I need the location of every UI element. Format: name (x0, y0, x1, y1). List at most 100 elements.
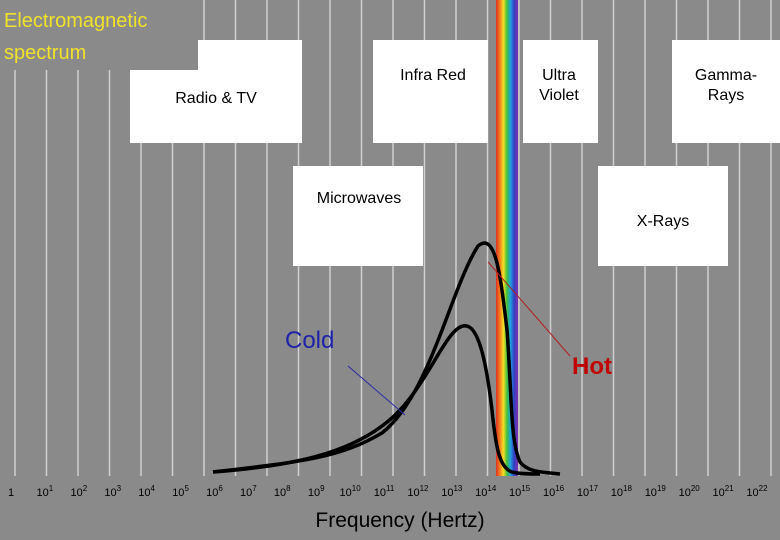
tick-base: 10 (308, 487, 320, 499)
tick-exponent: 3 (117, 484, 122, 493)
tick-label: 1021 (713, 484, 735, 499)
tick-base: 10 (509, 487, 521, 499)
tick-base: 10 (138, 487, 150, 499)
microwaves-box (293, 166, 423, 266)
tick-exponent: 14 (487, 484, 496, 493)
tick-label: 106 (206, 484, 223, 499)
tick-exponent: 20 (691, 484, 700, 493)
tick-base: 10 (274, 487, 286, 499)
tick-exponent: 2 (83, 484, 88, 493)
tick-label: 101 (37, 484, 54, 499)
tick-label: 108 (274, 484, 291, 499)
tick-base: 10 (543, 487, 555, 499)
infra-red-box (373, 40, 488, 143)
frequency-ticks: 1 101 102 103 104 105 106 107 108 109 1010 1011 1012… (8, 484, 768, 499)
tick-label: 1012 (407, 484, 429, 499)
x-axis-label: Frequency (Hertz) (315, 509, 484, 532)
tick-base: 10 (104, 487, 116, 499)
tick-base: 10 (37, 487, 49, 499)
visible-light-band (496, 0, 518, 476)
cold-label: Cold (285, 327, 334, 354)
tick-exponent: 7 (252, 484, 257, 493)
tick-base: 10 (679, 487, 691, 499)
tick-base: 10 (374, 487, 386, 499)
tick-label: 1011 (374, 484, 395, 499)
tick-label: 102 (70, 484, 87, 499)
tick-base: 10 (407, 487, 419, 499)
hot-pointer-line (487, 261, 571, 357)
tick-exponent: 10 (352, 484, 361, 493)
tick-base: 10 (746, 487, 758, 499)
tick-exponent: 8 (286, 484, 291, 493)
tick-base: 10 (441, 487, 453, 499)
tick-base: 10 (70, 487, 82, 499)
tick-label: 1014 (475, 484, 497, 499)
radio-tv-label-line: Radio & TV (175, 90, 257, 107)
radio-tv-label: Radio & TV (175, 90, 257, 107)
diagram-title-line-2: spectrum (4, 42, 86, 64)
x-rays-box (598, 166, 728, 266)
tick-base: 10 (611, 487, 623, 499)
tick-exponent: 11 (386, 484, 395, 493)
tick-label: 1016 (543, 484, 565, 499)
tick-exponent: 16 (555, 484, 564, 493)
title-backing (0, 0, 198, 70)
tick-exponent: 4 (151, 484, 156, 493)
tick-label: 1015 (509, 484, 531, 499)
microwaves-label: Microwaves (317, 190, 401, 207)
tick-label: 1019 (645, 484, 667, 499)
tick-base: 1 (8, 487, 14, 499)
tick-base: 10 (206, 487, 218, 499)
diagram-title-line-1: Electromagnetic (4, 10, 147, 32)
x-rays-label: X-Rays (637, 213, 689, 230)
gamma-rays-label: Gamma- Rays (695, 67, 757, 104)
tick-base: 10 (240, 487, 252, 499)
infra-red-label-line: Infra Red (400, 67, 466, 84)
cold-pointer-line (347, 365, 406, 416)
tick-base: 10 (340, 487, 352, 499)
tick-label: 103 (104, 484, 121, 499)
cold-curve (212, 324, 541, 476)
gamma-rays-label-line: Gamma- (695, 67, 757, 84)
ultra-violet-box (523, 40, 598, 143)
tick-exponent: 9 (320, 484, 325, 493)
tick-exponent: 12 (420, 484, 429, 493)
tick-base: 10 (713, 487, 725, 499)
tick-label: 1010 (340, 484, 362, 499)
tick-base: 10 (172, 487, 184, 499)
tick-label: 1013 (441, 484, 463, 499)
ultra-violet-label: Ultra Violet (539, 67, 579, 104)
tick-exponent: 18 (623, 484, 632, 493)
tick-label: 1020 (679, 484, 701, 499)
ultra-violet-label-line: Ultra (542, 67, 576, 84)
infra-red-label: Infra Red (400, 67, 466, 84)
tick-base: 10 (577, 487, 589, 499)
region-boxes: Radio & TV Infra Red Ultra Violet Gamma- R… (130, 40, 780, 266)
tick-exponent: 5 (184, 484, 189, 493)
tick-label: 104 (138, 484, 155, 499)
tick-exponent: 17 (589, 484, 598, 493)
tick-exponent: 1 (49, 484, 54, 493)
tick-label: 109 (308, 484, 325, 499)
gamma-rays-box (672, 40, 780, 143)
tick-label: 1 (8, 487, 14, 499)
tick-label: 105 (172, 484, 189, 499)
tick-exponent: 6 (218, 484, 223, 493)
tick-label: 1018 (611, 484, 633, 499)
tick-label: 107 (240, 484, 257, 499)
x-rays-label-line: X-Rays (637, 213, 689, 230)
tick-exponent: 21 (725, 484, 734, 493)
tick-base: 10 (645, 487, 657, 499)
microwaves-label-line: Microwaves (317, 190, 401, 207)
hot-curve (212, 241, 561, 476)
tick-exponent: 15 (521, 484, 530, 493)
gamma-rays-label-line: Rays (708, 87, 744, 104)
tick-exponent: 19 (657, 484, 666, 493)
tick-label: 1022 (746, 484, 768, 499)
tick-base: 10 (475, 487, 487, 499)
hot-label: Hot (572, 353, 612, 380)
tick-exponent: 13 (453, 484, 462, 493)
tick-label: 1017 (577, 484, 599, 499)
